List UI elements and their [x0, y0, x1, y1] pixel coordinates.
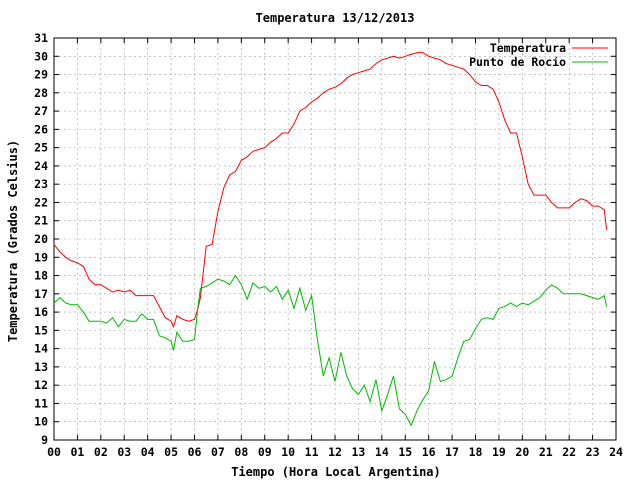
legend: Temperatura Punto de Rocío	[469, 41, 608, 69]
y-tick-label: 28	[34, 86, 48, 100]
x-tick-label: 23	[586, 445, 600, 459]
y-tick-label: 17	[34, 287, 48, 301]
x-tick-label: 15	[398, 445, 412, 459]
x-tick-label: 06	[188, 445, 202, 459]
x-tick-label: 16	[422, 445, 436, 459]
y-tick-label: 16	[34, 305, 48, 319]
y-tick-label: 18	[34, 269, 48, 283]
legend-label-temperatura: Temperatura	[490, 41, 566, 55]
x-tick-label: 17	[445, 445, 459, 459]
x-tick-label: 08	[234, 445, 248, 459]
x-tick-label: 02	[94, 445, 108, 459]
grid-lines	[54, 38, 616, 440]
x-tick-label: 10	[281, 445, 295, 459]
y-axis-label: Temperatura (Grados Celsius)	[6, 140, 20, 342]
y-tick-label: 20	[34, 232, 48, 246]
y-tick-label: 12	[34, 378, 48, 392]
x-axis-label: Tiempo (Hora Local Argentina)	[231, 465, 441, 479]
y-tick-label: 11	[34, 396, 48, 410]
x-tick-label: 03	[117, 445, 131, 459]
y-tick-label: 14	[34, 342, 48, 356]
y-tick-label: 26	[34, 122, 48, 136]
y-tick-label: 13	[34, 360, 48, 374]
y-tick-label: 22	[34, 195, 48, 209]
x-tick-label: 01	[70, 445, 84, 459]
y-tick-label: 31	[34, 31, 48, 45]
y-tick-label: 23	[34, 177, 48, 191]
x-tick-label: 20	[515, 445, 529, 459]
x-tick-label: 05	[164, 445, 178, 459]
x-tick-label: 18	[469, 445, 483, 459]
x-tick-label: 11	[305, 445, 319, 459]
y-tick-label: 25	[34, 141, 48, 155]
chart-title: Temperatura 13/12/2013	[256, 11, 415, 25]
y-tick-label: 21	[34, 214, 48, 228]
x-tick-label: 14	[375, 445, 389, 459]
y-tick-label: 24	[34, 159, 48, 173]
x-tick-label: 21	[539, 445, 553, 459]
x-tick-label: 24	[609, 445, 623, 459]
x-tick-label: 07	[211, 445, 225, 459]
y-tick-label: 9	[41, 433, 48, 447]
y-tick-label: 15	[34, 323, 48, 337]
x-tick-label: 09	[258, 445, 272, 459]
x-tick-label: 22	[562, 445, 576, 459]
y-tick-label: 29	[34, 68, 48, 82]
x-tick-label: 12	[328, 445, 342, 459]
series-line-temperatura	[53, 52, 608, 329]
x-tick-label: 19	[492, 445, 506, 459]
y-tick-label: 27	[34, 104, 48, 118]
legend-label-punto-de-rocio: Punto de Rocío	[469, 55, 566, 69]
x-tick-label: 00	[47, 445, 61, 459]
axis-ticks: 00 01 02 03 04 05 06 07 08 09 10 11 12 13 14 15 16 17 18 19…	[34, 31, 623, 459]
y-tick-label: 19	[34, 250, 48, 264]
y-tick-label: 10	[34, 415, 48, 429]
x-tick-label: 13	[351, 445, 365, 459]
series-line-punto-de-rocio	[53, 274, 608, 427]
x-tick-label: 04	[141, 445, 155, 459]
series-lines	[53, 52, 608, 427]
y-tick-label: 30	[34, 49, 48, 63]
